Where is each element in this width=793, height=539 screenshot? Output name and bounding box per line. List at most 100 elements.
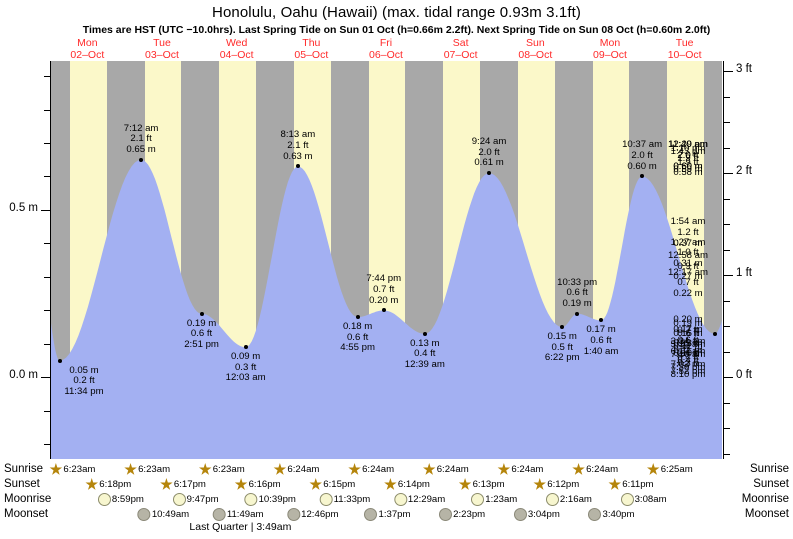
day-header-3: Wed 04–Oct — [199, 37, 274, 61]
sunset-time: 6:13pm — [472, 479, 505, 490]
tide-label-line-0: 10:33 pm — [557, 276, 598, 288]
sunset-event-3: 6:16pm — [234, 478, 281, 491]
sun-star-icon — [497, 463, 511, 475]
day-header-7: Sun 08–Oct — [498, 37, 573, 61]
sun-star-icon — [533, 478, 546, 490]
tide-label-line-0: 0.11 m — [673, 344, 703, 356]
tide-label-low: 0.16 m 0.5 ft 7:10 am — [670, 328, 706, 361]
tide-label-high: 1:43 pm 1.9 ft 0.58 m — [671, 147, 706, 179]
moonset-time: 1:37pm — [378, 509, 411, 520]
axis-tick — [724, 122, 730, 124]
tide-label-line-1: 0.6 ft — [346, 331, 369, 343]
sunset-event-7: 6:12pm — [533, 478, 579, 491]
tide-water-area — [50, 159, 722, 459]
moonset-time: 11:49am — [226, 509, 264, 520]
sunset-time: 6:18pm — [99, 479, 132, 490]
sunset-time: 6:15pm — [323, 479, 356, 490]
day-header-4: Thu 05–Oct — [274, 37, 349, 61]
sun-star-icon — [160, 478, 173, 490]
moonrise-time: 9:47pm — [186, 494, 219, 505]
moonrise-icon — [545, 493, 559, 506]
moonrise-icon — [172, 493, 186, 506]
axis-tick — [724, 402, 730, 404]
moonset-time: 10:49am — [151, 509, 190, 520]
tide-label-line-0: 7:12 am — [123, 122, 159, 134]
day-date: 07–Oct — [443, 49, 478, 61]
tide-label-line-1: 0.5 ft — [551, 341, 573, 353]
tide-label-line-2: 7:10 am — [670, 348, 706, 360]
tide-label-line-0: 0.19 m — [673, 317, 703, 329]
day-date: 08–Oct — [518, 49, 553, 61]
tide-label-line-0: 0.05 m — [69, 364, 99, 376]
sun-star-icon — [49, 463, 63, 475]
day-date: 05–Oct — [294, 49, 329, 61]
moonset-time: 12:46pm — [301, 509, 339, 520]
tide-label-line-2: 4:55 pm — [340, 342, 375, 354]
axis-tick — [724, 71, 733, 73]
tide-label-line-2: 0.19 m — [562, 297, 592, 309]
tide-label-line-1: 0.6 ft — [590, 335, 612, 347]
tide-label-line-2: 1:40 am — [583, 345, 619, 357]
tide-label-line-2: 11:34 pm — [64, 385, 104, 397]
tide-label-line-2: 6:22 pm — [544, 352, 580, 364]
tide-label-line-0: 0.20 m — [673, 314, 703, 326]
axis-tick — [724, 351, 730, 353]
sun-star-icon — [309, 478, 322, 490]
tide-label-line-0: 0.10 m — [673, 347, 703, 359]
tide-label-line-2: 7:52 pm — [670, 365, 706, 377]
astro-row-label-sunset-r: Sunset — [753, 478, 789, 490]
sunset-time: 6:16pm — [248, 479, 281, 490]
axis-tick — [724, 300, 730, 302]
tide-label-line-2: 12:39 am — [404, 359, 445, 371]
tide-label-line-1: 0.6 ft — [566, 287, 588, 299]
tide-point-low — [243, 345, 248, 350]
moonset-time: 3:04pm — [527, 509, 560, 520]
axis-tick — [41, 377, 50, 379]
tide-point-high — [640, 174, 645, 179]
axis-tick — [724, 428, 730, 430]
moonset-icon — [212, 508, 226, 521]
moonrise-icon — [319, 493, 333, 506]
sunset-event-8: 6:11pm — [608, 478, 654, 491]
tide-label-line-1: 0.5 ft — [677, 338, 699, 350]
sunset-time: 6:17pm — [173, 479, 206, 490]
tide-label-line-0: 0.18 m — [342, 321, 373, 333]
tide-point-high — [381, 308, 386, 313]
tide-label-high: 1:10 pm 1.9 ft 0.59 m — [671, 143, 706, 176]
tide-label-low: 0.10 m 0.3 ft 8:10 pm — [671, 347, 706, 381]
sun-star-icon — [348, 463, 361, 475]
y-axis-right-label-0: 3 ft — [736, 63, 752, 76]
y-axis-right-label-3: 0 ft — [736, 369, 752, 382]
moonset-event-1: 10:49am — [137, 508, 190, 521]
day-header-8: Mon 09–Oct — [573, 37, 648, 61]
tide-label-line-2: 0.20 m — [369, 294, 399, 306]
tide-point-low — [599, 318, 604, 323]
sun-star-icon — [458, 478, 472, 490]
sunrise-time: 6:25am — [660, 464, 693, 475]
axis-tick — [724, 249, 730, 251]
day-header-9: Tue 10–Oct — [647, 37, 722, 61]
tide-point-high — [575, 311, 580, 316]
day-weekday: Mon — [77, 37, 98, 49]
tide-label-low: 0.15 m 0.5 ft 6:22 pm — [545, 332, 580, 364]
tide-label-line-0: 0.17 m — [673, 324, 703, 336]
moonset-icon — [513, 508, 527, 521]
tide-label-line-0: 8:13 am — [280, 129, 316, 141]
tide-label-line-0: 0.09 m — [230, 351, 261, 363]
tide-point-low — [560, 325, 565, 330]
tide-label-line-2: 3:34 am — [670, 335, 706, 347]
tide-point-low — [712, 331, 717, 336]
moonrise-icon — [620, 493, 634, 506]
tide-label-high: 12:29 pm 2.0 ft 0.60 m — [668, 140, 708, 172]
tide-label-line-1: 0.4 ft — [677, 351, 699, 363]
tide-label-high: 10:37 am 2.0 ft 0.60 m — [622, 140, 662, 172]
day-date: 06–Oct — [369, 49, 403, 61]
astro-row-label-moonrise-r: Moonrise — [741, 493, 789, 505]
tide-label-line-0: 0.17 m — [586, 324, 616, 336]
day-header-1: Mon 02–Oct — [50, 37, 125, 61]
moon-phase-label: Last Quarter | 3:49am — [189, 521, 292, 533]
moonrise-event-4: 11:33pm — [319, 493, 370, 506]
tide-label-high: 1:27 am 1.0 ft 0.31 m — [670, 236, 706, 270]
day-date: 09–Oct — [593, 49, 627, 61]
tide-label-line-0: 1:27 am — [670, 236, 706, 248]
